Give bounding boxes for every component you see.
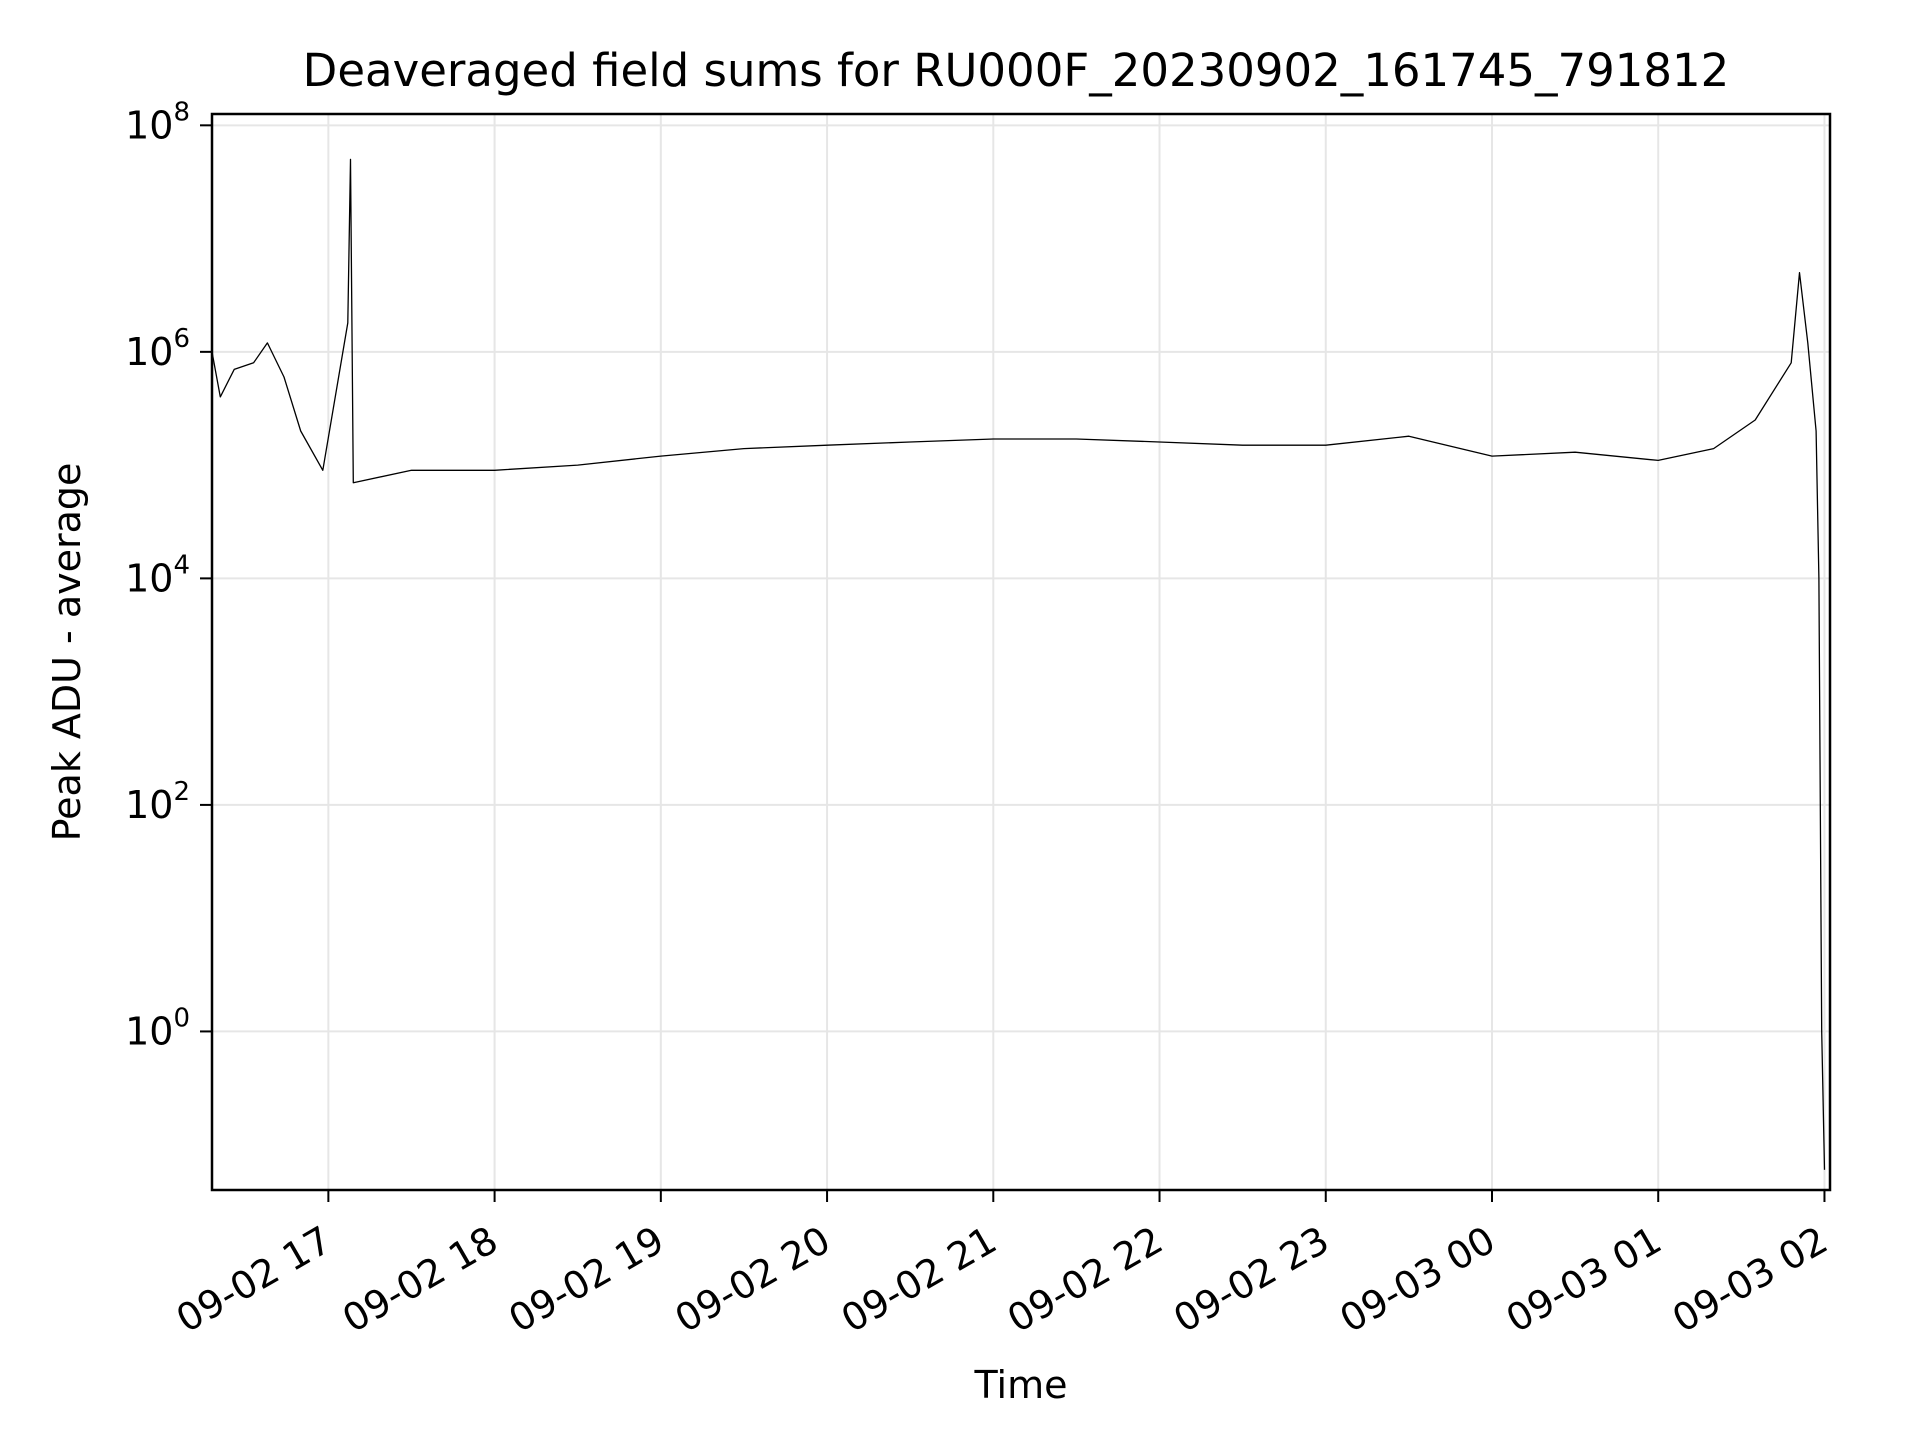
y-tick-base: 10 (125, 103, 173, 147)
plot-frame (210, 112, 1832, 1192)
chart-title: Deaveraged field sums for RU000F_2023090… (303, 44, 1730, 97)
series-line (211, 158, 1826, 1170)
y-tick-label: 106 (125, 324, 190, 374)
y-axis-label: Peak ADU - average (45, 463, 89, 842)
y-tick-exponent: 0 (173, 1003, 190, 1033)
y-tick-base: 10 (125, 330, 173, 374)
y-tick-label: 100 (125, 1003, 190, 1053)
series-layer (211, 158, 1826, 1170)
y-tick-exponent: 2 (173, 777, 190, 807)
y-tick-base: 10 (125, 783, 173, 827)
grid-lines (212, 114, 1830, 1190)
y-tick-label: 104 (125, 550, 190, 600)
y-tick-exponent: 4 (173, 550, 190, 580)
y-tick-base: 10 (125, 1009, 173, 1053)
y-tick-base: 10 (125, 556, 173, 600)
y-tick-exponent: 6 (173, 324, 190, 354)
y-tick-exponent: 8 (173, 97, 190, 127)
y-tick-label: 102 (125, 777, 190, 827)
x-axis-label: Time (974, 1363, 1068, 1407)
y-tick-label: 108 (125, 97, 190, 147)
